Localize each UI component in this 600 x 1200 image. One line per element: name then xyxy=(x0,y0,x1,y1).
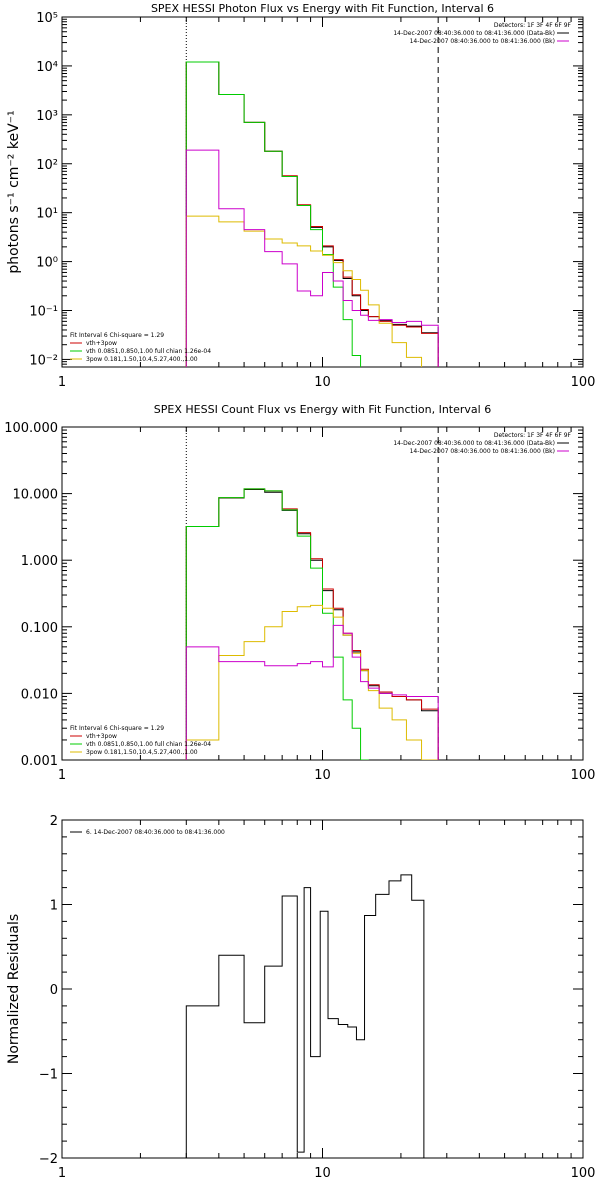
x-tick-label: 1 xyxy=(58,1166,66,1181)
legend-entry: vth 0.0851,0.850,1.00 full chian 1.26e-0… xyxy=(86,348,211,355)
legend-entry: 14-Dec-2007 08:40:36.000 to 08:41:36.000… xyxy=(393,440,555,447)
legend-entry: 3pow 0.181,1.50,10.4,5.27,400.,1.00 xyxy=(86,356,198,363)
y-tick-label: 10⁵ xyxy=(36,11,58,26)
y-tick-label: 10⁰ xyxy=(36,256,58,271)
y-tick-label: 10² xyxy=(36,158,58,173)
series-2-histogram xyxy=(185,61,362,367)
plot-frame xyxy=(61,16,584,368)
y-tick-label: 10³ xyxy=(36,109,58,124)
x-tick-label: 1 xyxy=(58,375,66,390)
y-tick-label: 10¹ xyxy=(36,207,58,222)
y-tick-label: 0.001 xyxy=(21,754,58,769)
series-3-histogram xyxy=(185,604,439,760)
series-0-histogram xyxy=(185,489,439,760)
y-tick-label: 10.000 xyxy=(13,488,59,503)
x-tick-label: 10 xyxy=(314,375,331,390)
y-tick-label: 1 xyxy=(50,899,58,914)
series-1-histogram xyxy=(185,61,439,367)
y-tick-label: 0.010 xyxy=(21,687,58,702)
y-tick-label: 0 xyxy=(50,983,58,998)
series-4-histogram xyxy=(185,624,439,760)
y-tick-label: −1 xyxy=(39,1068,58,1083)
legend-entry: 6. 14-Dec-2007 08:40:36.000 to 08:41:36.… xyxy=(86,829,225,836)
series-2-histogram xyxy=(185,488,369,760)
legend-entry: vth+3pow xyxy=(86,733,117,740)
legend-entry: Detectors: 1F 3F 4F 6F 9F xyxy=(494,22,572,29)
series-0-histogram xyxy=(185,61,439,367)
series-0-histogram xyxy=(185,874,439,1158)
y-tick-label: 10⁻² xyxy=(29,353,58,368)
y-tick-label: 1.000 xyxy=(21,554,58,569)
legend-entry: vth 0.0851,0.850,1.00 full chian 1.26e-0… xyxy=(86,741,211,748)
x-tick-label: 1 xyxy=(58,768,66,783)
legend-entry: Detectors: 1F 3F 4F 6F 9F xyxy=(494,432,572,439)
legend-entry: 14-Dec-2007 08:40:36.000 to 08:41:36.000… xyxy=(393,30,555,37)
y-tick-label: 10⁻¹ xyxy=(29,305,58,320)
y-axis-label: Normalized Residuals xyxy=(6,914,22,1064)
x-tick-label: 100 xyxy=(571,1166,596,1181)
y-axis-label: photons s⁻¹ cm⁻² keV⁻¹ xyxy=(6,110,22,273)
legend-entry: 3pow 0.181,1.50,10.4,5.27,400.,1.00 xyxy=(86,749,198,756)
y-tick-label: 100.000 xyxy=(4,421,58,436)
legend-entry: 14-Dec-2007 08:40:36.000 to 08:41:36.000… xyxy=(410,448,555,455)
x-tick-label: 10 xyxy=(314,768,331,783)
series-1-histogram xyxy=(185,488,439,760)
y-tick-label: 2 xyxy=(50,814,58,829)
chart-title: SPEX HESSI Photon Flux vs Energy with Fi… xyxy=(151,2,494,15)
x-tick-label: 100 xyxy=(571,375,596,390)
x-tick-label: 10 xyxy=(314,1166,331,1181)
legend-entry: vth+3pow xyxy=(86,340,117,347)
series-3-histogram xyxy=(185,215,423,367)
x-tick-label: 100 xyxy=(571,768,596,783)
series-4-histogram xyxy=(185,149,439,367)
y-tick-label: 10⁴ xyxy=(36,60,58,75)
y-tick-label: −2 xyxy=(39,1152,58,1167)
legend-entry: 14-Dec-2007 08:40:36.000 to 08:41:36.000… xyxy=(410,38,555,45)
legend-entry: Fit Interval 6 Chi-square = 1.29 xyxy=(70,725,164,732)
chart-title: SPEX HESSI Count Flux vs Energy with Fit… xyxy=(154,403,491,416)
legend-entry: Fit Interval 6 Chi-square = 1.29 xyxy=(70,332,164,339)
plot-frame xyxy=(61,819,584,1159)
y-tick-label: 0.100 xyxy=(21,621,58,636)
